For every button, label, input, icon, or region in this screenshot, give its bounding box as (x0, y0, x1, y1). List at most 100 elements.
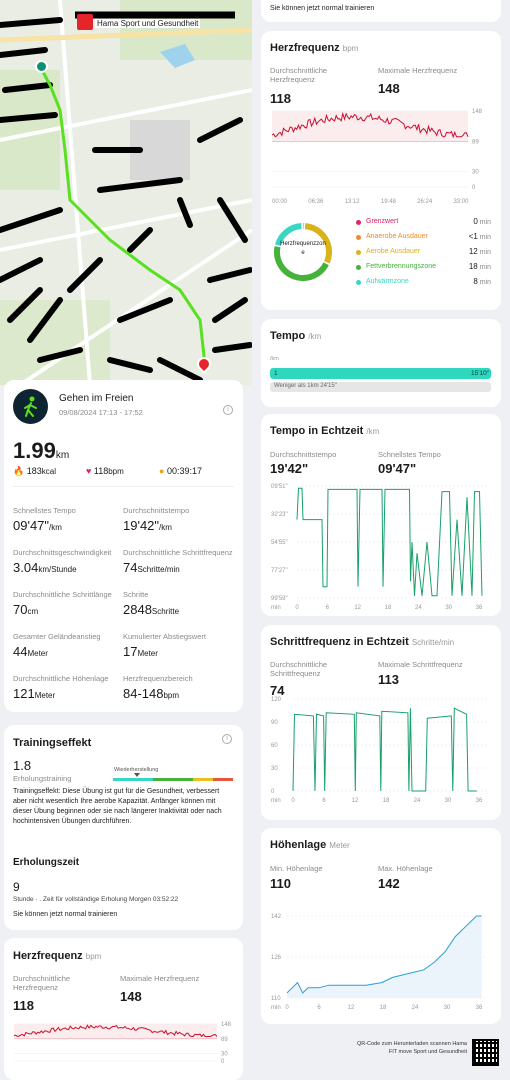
training-description: Trainingseffekt: Diese Übung ist gut für… (13, 788, 222, 825)
y-tick: 110 (271, 996, 281, 1002)
x-tick: 18 (385, 605, 392, 611)
tempo-title: Tempo /km (270, 330, 322, 342)
y-tick: 90 (271, 720, 278, 726)
zone-name: Grenzwert (366, 218, 399, 225)
tempo-bar-value: 15'10" (470, 370, 489, 377)
y-tick: 09'51" (271, 484, 288, 490)
tempo-note: Weniger als 1km 24'15" (274, 383, 337, 389)
x-tick: 0 (295, 605, 299, 611)
x-tick: min (271, 605, 281, 611)
x-tick: 12 (348, 1005, 355, 1011)
alt-min-label: Min. Höhenlage (270, 864, 323, 873)
stat-label: Durchschnittsgeschwindigkeit (13, 548, 112, 557)
donut-segment (304, 223, 332, 264)
top-note-card: Sie können jetzt normal trainieren (261, 0, 501, 22)
zone-color-dot (356, 265, 361, 270)
zone-name: Aerobe Ausdauer (366, 248, 421, 255)
training-value: 1.8 (13, 758, 32, 773)
cadence-line (292, 707, 477, 792)
altitude-title: Höhenlage Meter (270, 839, 350, 851)
x-tick: 0 (291, 798, 295, 804)
stat-label: Durchschnittliche Schrittlänge (13, 590, 112, 599)
altitude-line (286, 915, 482, 994)
cad-avg-label: Durchschnittliche Schrittfrequenz (270, 660, 328, 679)
workout-summary-card: Gehen im Freien 09/08/2024 17:13 - 17:52… (4, 380, 243, 712)
scale-label: Wiederherstellung (114, 767, 159, 773)
recovery-title: Erholungszeit (13, 857, 80, 868)
rt-avg-value: 19'42" (270, 461, 309, 476)
donut-segment (274, 246, 329, 281)
hr-max-value: 148 (120, 989, 142, 1004)
alt-min-value: 110 (270, 876, 291, 891)
zone-name: Anaerobe Ausdauer (366, 233, 428, 240)
zone-color-dot (356, 250, 361, 255)
x-tick: 30 (445, 798, 452, 804)
hr-zone-donut (274, 223, 332, 281)
donut-segment (275, 223, 302, 247)
rt-fast-value: 09'47" (378, 461, 417, 476)
tempo-line (296, 487, 483, 597)
x-tick: 12 (354, 605, 361, 611)
stat-label: Schritte (123, 590, 149, 599)
stat-label: Gesamter Geländeanstieg (13, 632, 101, 641)
y-tick: 99'59" (271, 596, 288, 602)
recovery-value: 9 (13, 880, 20, 894)
rt-tempo-chart: 09'51" 32'23" 54'55" 77'27" 99'59" min 0 6 12 18 2… (271, 484, 487, 611)
zone-color-dot (356, 220, 361, 225)
altitude-area (287, 916, 482, 998)
qr-code[interactable] (472, 1039, 499, 1066)
zone-value: 18 min (468, 262, 491, 271)
scale-marker (134, 773, 140, 777)
training-scale (113, 778, 233, 781)
start-pin-icon (35, 60, 48, 73)
rt-avg-label: Durchschnittstempo (270, 450, 337, 459)
tempo-bar-label: 1 (274, 370, 278, 377)
info-icon[interactable]: i (222, 734, 232, 744)
hr-line (13, 1024, 218, 1038)
hr-y-tick: 30 (221, 1052, 228, 1058)
hr-x-tick: 33:00 (453, 199, 469, 205)
stat-value: 70cm (13, 602, 39, 617)
hr-x-tick: 26:24 (417, 199, 433, 205)
x-tick: 30 (445, 605, 452, 611)
workout-name: Gehen im Freien (59, 393, 134, 404)
x-tick: 18 (383, 798, 390, 804)
map-view[interactable]: Hama Sport und Gesundheit (0, 0, 252, 385)
info-icon[interactable]: i (223, 405, 233, 415)
hr-max-label: Maximale Herzfrequenz (120, 974, 200, 983)
zone-value: <1 min (468, 232, 491, 241)
stat-label: Durchschnittliche Schrittfrequenz (123, 548, 233, 557)
x-tick: 36 (476, 1005, 483, 1011)
stat-label: Herzfrequenzbereich (123, 674, 193, 683)
walking-icon (13, 389, 48, 424)
hr-max-value: 148 (378, 81, 400, 96)
x-tick: 24 (414, 798, 421, 804)
distance-value: 1.99km (13, 438, 70, 463)
clock-icon: ● (159, 466, 165, 476)
cadence-chart: 120 90 60 30 0 min 0 6 12 18 24 30 36 (271, 697, 487, 804)
altitude-chart: 142 126 110 min 0 6 12 18 24 30 36 (271, 914, 487, 1011)
stat-value: 3.04km/Stunde (13, 560, 77, 575)
x-tick: 24 (415, 605, 422, 611)
x-tick: 36 (476, 798, 483, 804)
stat-value: 2848Schritte (123, 602, 180, 617)
rt-tempo-title: Tempo in Echtzeit /km (270, 425, 380, 437)
recovery-detail: Stunde · . Zeit für vollständige Erholun… (13, 896, 179, 903)
hr-title: Herzfrequenz bpm (270, 42, 359, 54)
x-tick: min (271, 1005, 281, 1011)
zone-value: 12 min (468, 247, 491, 256)
hr-title: Herzfrequenz bpm (13, 950, 102, 962)
hr-y-tick: 89 (472, 139, 479, 145)
heart-icon: ♥ (86, 466, 92, 476)
hr-avg-value: 118 (270, 91, 291, 106)
bpm-stat: ♥ 118bpm (86, 466, 124, 476)
stat-label: Kumulierter Abstiegswert (123, 632, 206, 641)
y-tick: 32'23" (271, 512, 288, 518)
x-tick: 12 (352, 798, 359, 804)
y-tick: 120 (271, 697, 282, 703)
x-tick: 24 (412, 1005, 419, 1011)
y-tick: 142 (271, 914, 282, 920)
divider (13, 486, 234, 487)
alt-max-label: Max. Höhenlage (378, 864, 433, 873)
hr-y-tick: 0 (472, 185, 476, 191)
